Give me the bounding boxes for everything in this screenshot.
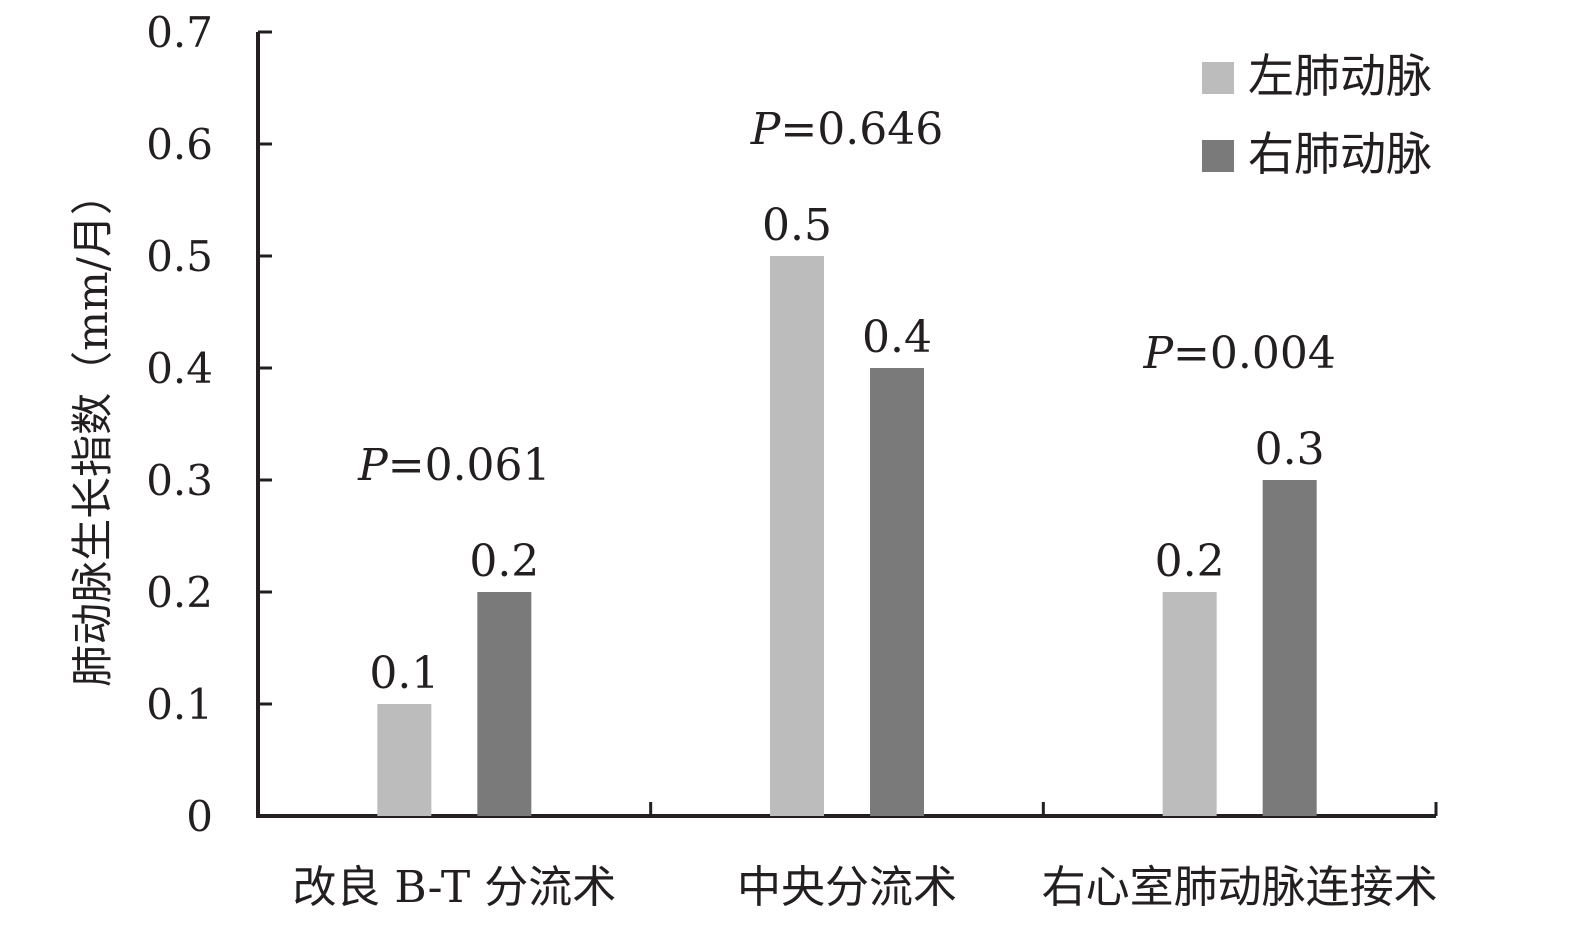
p-value-text: =0.646	[780, 104, 943, 155]
p-symbol: P	[357, 440, 389, 491]
x-category-label: 右心室肺动脉连接术	[1042, 862, 1438, 913]
p-value-text: =0.004	[1173, 328, 1336, 379]
bar-value-label: 0.2	[1155, 536, 1225, 587]
bar-value-label: 0.5	[762, 200, 832, 251]
p-value-annotation: P=0.061	[357, 440, 550, 491]
bars	[377, 256, 1317, 816]
y-tick-label: 0	[186, 792, 213, 841]
y-tick-label: 0.7	[146, 8, 213, 57]
y-tick-label: 0.3	[146, 456, 213, 505]
legend-swatch	[1202, 62, 1234, 94]
p-value-annotation: P=0.004	[1142, 328, 1335, 379]
bar-value-label: 0.2	[469, 536, 539, 587]
y-tick-label: 0.4	[146, 344, 213, 393]
y-tick-label: 0.6	[146, 120, 213, 169]
bar-right-pa	[477, 592, 532, 816]
y-axis: 0 0.1 0.2 0.3 0.4 0.5 0.6 0.7	[146, 8, 272, 841]
bar-left-pa	[377, 704, 432, 816]
bar-value-label: 0.1	[369, 648, 439, 699]
bar-right-pa	[870, 368, 924, 816]
x-category-label: 中央分流术	[737, 862, 957, 913]
data-labels: 0.1 0.2 0.5 0.4 0.2 0.3	[369, 200, 1324, 699]
y-axis-title: 肺动脉生长指数（mm/月）	[68, 173, 117, 687]
y-tick-label: 0.1	[146, 680, 213, 729]
bar-left-pa	[770, 256, 824, 816]
y-tick-label: 0.5	[146, 232, 213, 281]
p-value-annotation: P=0.646	[750, 104, 943, 155]
legend-label: 左肺动脉	[1248, 49, 1432, 103]
legend-swatch	[1202, 140, 1234, 172]
x-axis: 改良 B-T 分流术 中央分流术 右心室肺动脉连接术	[256, 802, 1438, 913]
y-tick-label: 0.2	[146, 568, 213, 617]
p-symbol: P	[750, 104, 782, 155]
bar-value-label: 0.3	[1255, 424, 1325, 475]
bar-value-label: 0.4	[862, 312, 932, 363]
bar-right-pa	[1262, 480, 1317, 816]
legend-label: 右肺动脉	[1248, 127, 1432, 181]
p-value-text: =0.061	[388, 440, 551, 491]
x-category-label: 改良 B-T 分流术	[292, 862, 616, 913]
p-symbol: P	[1142, 328, 1174, 379]
bar-left-pa	[1162, 592, 1217, 816]
